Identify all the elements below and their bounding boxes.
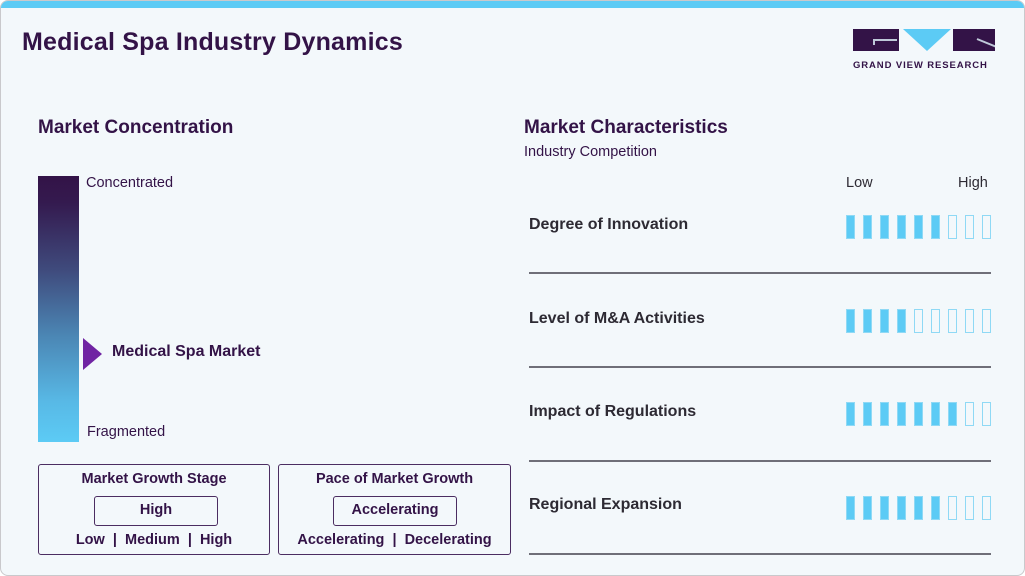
growth-stage-title: Market Growth Stage — [81, 471, 227, 487]
rating-segment-filled — [880, 309, 889, 333]
top-accent-bar — [1, 1, 1024, 8]
concentrated-label: Concentrated — [86, 175, 174, 191]
rating-segment-empty — [965, 402, 974, 426]
rating-segment-empty — [965, 496, 974, 520]
logo-r-shape-icon — [953, 29, 995, 51]
row-divider — [529, 272, 991, 274]
rating-segment-filled — [931, 496, 940, 520]
rating-segment-filled — [846, 215, 855, 239]
rating-segment-empty — [982, 496, 991, 520]
growth-stage-scale: Low | Medium | High — [75, 532, 233, 548]
rating-segment-filled — [897, 215, 906, 239]
logo-mark-icon — [853, 29, 995, 53]
growth-pace-value: Accelerating — [333, 496, 457, 526]
rating-segment-filled — [863, 402, 872, 426]
rating-segment-empty — [931, 309, 940, 333]
rating-segment-filled — [914, 215, 923, 239]
rating-segment-empty — [965, 309, 974, 333]
fragmented-label: Fragmented — [87, 424, 166, 440]
logo-v-triangle-icon — [903, 29, 951, 51]
row-divider — [529, 366, 991, 368]
rating-segment-empty — [965, 215, 974, 239]
growth-pace-scale: Accelerating | Decelerating — [297, 532, 492, 548]
market-position-label: Medical Spa Market — [112, 343, 261, 360]
rating-segment-filled — [863, 496, 872, 520]
rating-segment-filled — [880, 402, 889, 426]
characteristic-label: Impact of Regulations — [529, 403, 697, 420]
rating-segment-empty — [914, 309, 923, 333]
logo-g-shape-icon — [853, 29, 899, 51]
growth-stage-value: High — [94, 496, 218, 526]
row-divider — [529, 553, 991, 555]
market-position-marker-icon — [83, 338, 102, 370]
rating-segment-filled — [897, 402, 906, 426]
rating-segment-filled — [931, 215, 940, 239]
market-concentration-title: Market Concentration — [38, 117, 234, 138]
rating-segment-filled — [880, 215, 889, 239]
industry-competition-subtitle: Industry Competition — [524, 144, 657, 160]
rating-segment-filled — [914, 496, 923, 520]
pace-of-market-growth-box: Pace of Market Growth Accelerating Accel… — [278, 464, 511, 555]
scale-low-label: Low — [846, 175, 873, 191]
rating-bars — [846, 309, 991, 333]
concentration-gradient-bar — [38, 176, 79, 442]
rating-segment-filled — [948, 402, 957, 426]
market-growth-stage-box: Market Growth Stage High Low | Medium | … — [38, 464, 270, 555]
rating-segment-filled — [931, 402, 940, 426]
rating-segment-empty — [948, 215, 957, 239]
rating-segment-filled — [846, 309, 855, 333]
rating-segment-filled — [880, 496, 889, 520]
rating-segment-filled — [897, 309, 906, 333]
rating-segment-empty — [948, 309, 957, 333]
characteristic-label: Degree of Innovation — [529, 216, 689, 233]
rating-segment-filled — [897, 496, 906, 520]
characteristic-label: Regional Expansion — [529, 496, 682, 513]
rating-segment-filled — [846, 496, 855, 520]
growth-pace-title: Pace of Market Growth — [315, 471, 474, 487]
rating-segment-empty — [982, 402, 991, 426]
row-divider — [529, 460, 991, 462]
rating-segment-filled — [846, 402, 855, 426]
grand-view-research-logo: GRAND VIEW RESEARCH — [853, 29, 995, 73]
market-characteristics-title: Market Characteristics — [524, 117, 728, 138]
rating-bars — [846, 402, 991, 426]
characteristic-label: Level of M&A Activities — [529, 310, 705, 327]
rating-segment-filled — [914, 402, 923, 426]
rating-segment-empty — [948, 496, 957, 520]
rating-segment-filled — [863, 309, 872, 333]
scale-high-label: High — [958, 175, 988, 191]
rating-bars — [846, 496, 991, 520]
rating-segment-filled — [863, 215, 872, 239]
logo-text: GRAND VIEW RESEARCH — [853, 60, 988, 71]
rating-segment-empty — [982, 215, 991, 239]
page-title: Medical Spa Industry Dynamics — [22, 28, 403, 56]
rating-segment-empty — [982, 309, 991, 333]
rating-bars — [846, 215, 991, 239]
